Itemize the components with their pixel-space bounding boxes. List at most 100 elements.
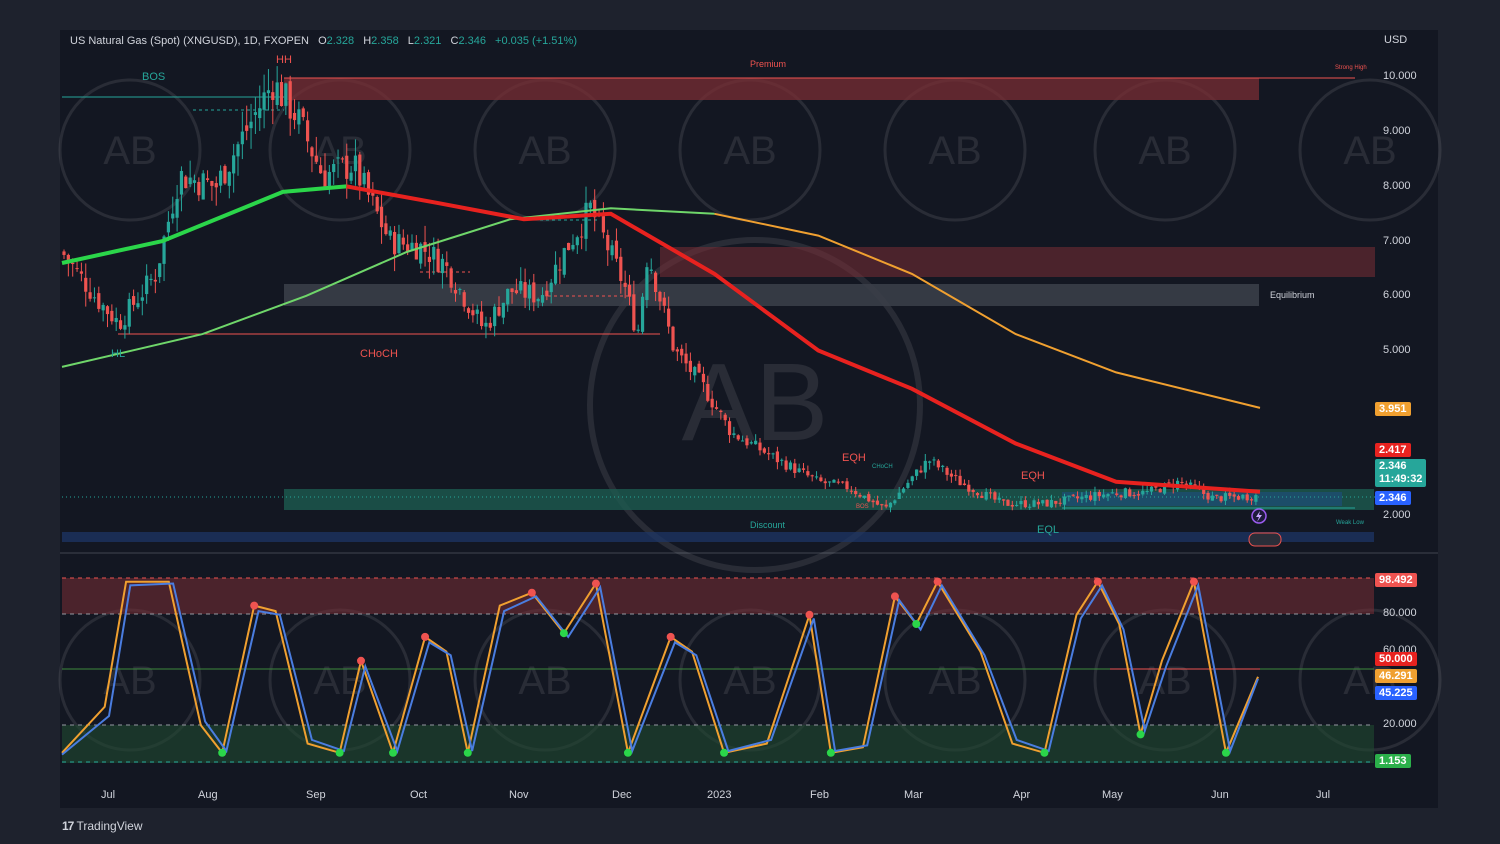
candle-body [1241,494,1245,499]
cross-up-dot [463,748,472,757]
candle-body [262,92,266,110]
candle-body [393,231,397,255]
cross-up-dot [1136,730,1145,739]
candle-body [823,481,827,484]
candle-body [75,268,79,270]
candle-body [153,279,157,282]
candle-body [1128,489,1132,497]
candle-body [375,196,379,212]
candle-body [684,353,688,364]
candle-body [762,448,766,453]
candle-body [771,453,775,455]
candle-body [314,155,318,162]
candle-body [854,490,858,495]
candle-body [227,171,231,186]
candle-body [580,236,584,238]
candle-body [601,216,605,233]
premium-zone [284,78,1259,100]
candle-body [1036,501,1040,505]
candle-body [784,460,788,470]
chart-panel[interactable] [60,30,1438,808]
candle-body [1149,486,1154,492]
currency-label[interactable]: USD [1384,34,1408,46]
candle-body [166,221,170,233]
candle-body [923,460,927,473]
time-tick: Dec [612,789,632,801]
candle-body [984,491,988,500]
candle-body [327,171,331,190]
ma-slow-line-green [61,207,715,368]
candle-body [723,414,727,421]
equilibrium-zone [284,284,1259,306]
discount-blue-band [1062,492,1342,506]
osc-high-badge: 98.492 [1375,573,1417,587]
candle-body [440,258,445,274]
candle-body [915,469,919,476]
candle-body [680,348,684,356]
candle-body [288,81,292,119]
candle-body [1002,499,1006,501]
candle-body [1184,483,1188,486]
close-label: C [450,35,459,47]
candle-body [693,366,697,376]
cross-down-dot [666,632,675,641]
candle-body [1254,495,1258,502]
candle-body [127,298,131,327]
candle-body [249,121,253,129]
cross-up-dot [826,748,835,757]
eqh-label-1: EQH [842,452,866,464]
candle-body [549,282,553,293]
change-value: +0.035 (+1.51%) [495,35,577,47]
candle-body [1084,495,1088,498]
hh-label: HH [276,54,292,66]
candle-body [949,473,953,477]
candle-body [384,223,388,235]
candle-body [493,306,497,327]
last-price-badge: 2.346 11:49:32 [1375,459,1427,487]
candle-body [997,497,1001,500]
candle-body [279,82,284,107]
candle-body [258,108,262,119]
candle-body [1028,506,1032,508]
cross-down-dot [1189,577,1198,586]
candle-body [736,435,740,440]
candle-body [584,202,588,239]
candle-body [275,82,279,105]
candle-body [397,234,401,254]
candle-body [88,292,92,299]
candle-body [101,304,105,311]
candle-body [323,170,327,187]
candle-body [649,269,653,271]
candle-body [301,108,305,118]
countdown-value: 11:49:32 [1379,473,1423,485]
candle-body [97,293,101,309]
candle-body [688,360,692,373]
candle-body [310,147,314,157]
cross-down-dot [1093,577,1102,586]
watermark-text: AB [928,129,981,173]
us-flag-icon[interactable] [1248,532,1282,547]
cross-down-dot [890,592,899,601]
candle-body [1202,488,1206,494]
candle-body [519,281,523,291]
watermark-text: AB [103,129,156,173]
candle-body [210,180,214,186]
overbought-zone [62,578,1374,614]
candle-body [741,440,745,442]
candle-body [567,242,571,251]
cross-up-dot [559,629,568,638]
candle-body [901,488,906,493]
candle-body [297,109,301,125]
symbol-name[interactable]: US Natural Gas (Spot) (XNGUSD), 1D, FXOP… [70,35,309,47]
tradingview-logo[interactable]: 17 TradingView [62,819,143,833]
candle-body [284,83,288,106]
candle-body [788,462,793,470]
candle-body [745,438,749,446]
weak-low-label: Weak Low [1336,520,1365,526]
candle-body [1206,492,1210,500]
candle-body [1032,500,1036,507]
candle-body [232,155,236,174]
candle-body [427,256,431,263]
